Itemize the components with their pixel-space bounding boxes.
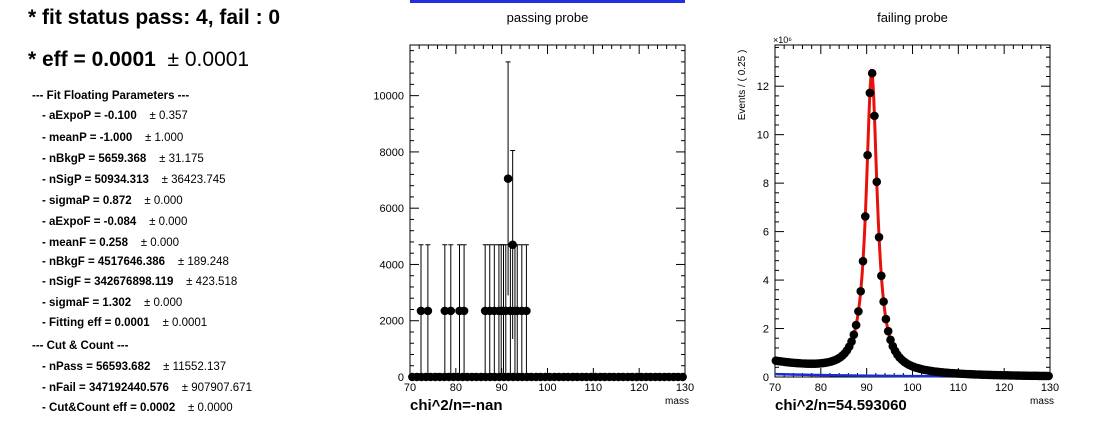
data-point [1044, 371, 1053, 381]
fit-param-row: - nBkgF = 4517646.386 ± 189.248 [42, 256, 229, 268]
data-point [867, 68, 877, 78]
plot-frame [774, 44, 1051, 378]
y-tick-label: 4 [763, 275, 769, 287]
data-point [870, 111, 879, 121]
data-point [849, 330, 859, 339]
data-point [872, 177, 882, 187]
y-exponent-label: ×10⁶ [773, 35, 792, 45]
x-tick-label: 130 [676, 382, 694, 394]
x-tick-label: 80 [815, 382, 827, 394]
data-point [440, 306, 450, 316]
data-point [856, 286, 866, 296]
y-tick-label: 0 [763, 372, 769, 384]
x-tick-label: 80 [450, 382, 462, 394]
y-tick-label: 2 [763, 324, 769, 336]
x-tick-label: 70 [769, 382, 781, 394]
x-tick-label: 90 [496, 382, 508, 394]
efficiency-value: * eff = 0.0001 [28, 48, 156, 71]
y-tick-label: 10000 [373, 91, 404, 103]
cut-count-row: - Cut&Count eff = 0.0002 ± 0.0000 [42, 402, 233, 414]
data-point [881, 314, 891, 324]
fit-param-row: - aExpoP = -0.100 ± 0.357 [42, 110, 188, 122]
signal-fit-curve [774, 68, 1051, 378]
x-tick-label: 90 [861, 382, 873, 394]
y-axis-label: Events / ( 0.25 ) [737, 50, 748, 121]
fit-param-row: - sigmaF = 1.302 ± 0.000 [42, 297, 183, 309]
fit-param-row: - nSigF = 342676898.119 ± 423.518 [42, 276, 238, 288]
failing-probe-chart: failing probe 70 80 90 100 110 120 130 0 2 4 6 8 10 12… [737, 10, 1059, 414]
x-tick-label: 70 [404, 382, 416, 394]
chart-title: failing probe [877, 10, 948, 25]
data-point [877, 271, 886, 281]
x-axis-label: mass [1030, 396, 1054, 407]
y-tick-label: 6000 [380, 203, 404, 215]
x-tick-label: 100 [903, 382, 921, 394]
y-tick-label: 12 [757, 81, 769, 93]
x-tick-label: 110 [950, 382, 968, 394]
x-tick-label: 110 [585, 382, 603, 394]
data-point [416, 306, 426, 316]
fit-param-row: - meanF = 0.258 ± 0.000 [42, 237, 180, 249]
fit-param-row: - nBkgP = 5659.368 ± 31.175 [42, 153, 204, 165]
fit-param-row: - nSigP = 50934.313 ± 36423.745 [42, 174, 226, 186]
cut-count-row: - nFail = 347192440.576 ± 907907.671 [42, 382, 252, 394]
data-point [860, 212, 870, 221]
empty-bin-point [678, 372, 687, 382]
chi2-label: chi^2/n=54.593060 [775, 397, 907, 414]
data-point [522, 306, 531, 316]
data-point [423, 306, 433, 316]
data-point [459, 306, 469, 316]
data-point [851, 320, 861, 330]
fit-status-text: * fit status pass: 4, fail : 0 [28, 6, 281, 29]
y-tick-label: 8000 [380, 147, 404, 159]
fit-params-header: --- Fit Floating Parameters --- [32, 90, 190, 102]
fit-summary-panel: * fit status pass: 4, fail : 0 * eff = 0… [0, 0, 370, 422]
data-point [446, 306, 456, 316]
y-tick-label: 8 [763, 178, 769, 190]
data-point [879, 297, 888, 306]
fit-param-row: - sigmaP = 0.872 ± 0.000 [42, 195, 183, 207]
fit-param-row: - aExpoF = -0.084 ± 0.000 [42, 216, 188, 228]
y-tick-label: 4000 [380, 259, 404, 271]
x-axis-label: mass [665, 396, 689, 407]
data-point [865, 88, 875, 98]
x-tick-label: 120 [995, 382, 1013, 394]
y-tick-label: 6 [763, 227, 769, 239]
y-tick-label: 0 [398, 372, 404, 384]
data-point [847, 337, 856, 346]
x-tick-label: 120 [630, 382, 648, 394]
data-point [883, 326, 893, 336]
x-tick-label: 130 [1041, 382, 1059, 394]
chart-title: passing probe [507, 10, 589, 25]
chi2-label: chi^2/n=-nan [410, 397, 503, 414]
efficiency-error: ± 0.0001 [167, 48, 250, 71]
cut-count-header: --- Cut & Count --- [32, 340, 129, 352]
cut-count-row: - nPass = 56593.682 ± 11552.137 [42, 361, 227, 373]
y-tick-label: 2000 [380, 316, 404, 328]
efficiency-text: * eff = 0.0001 ± 0.0001 [28, 48, 249, 72]
passing-probe-chart: passing probe 70 80 90 100 110 120 130 0 2000 4000… [373, 0, 694, 414]
x-tick-label: 100 [538, 382, 556, 394]
data-point [874, 232, 884, 242]
data-point [863, 150, 872, 160]
data-point [858, 256, 868, 266]
fit-param-row: - meanP = -1.000 ± 1.000 [42, 132, 184, 144]
y-tick-label: 10 [757, 130, 769, 142]
fit-param-row: - Fitting eff = 0.0001 ± 0.0001 [42, 317, 208, 329]
data-point [503, 174, 513, 183]
data-point [854, 307, 863, 316]
